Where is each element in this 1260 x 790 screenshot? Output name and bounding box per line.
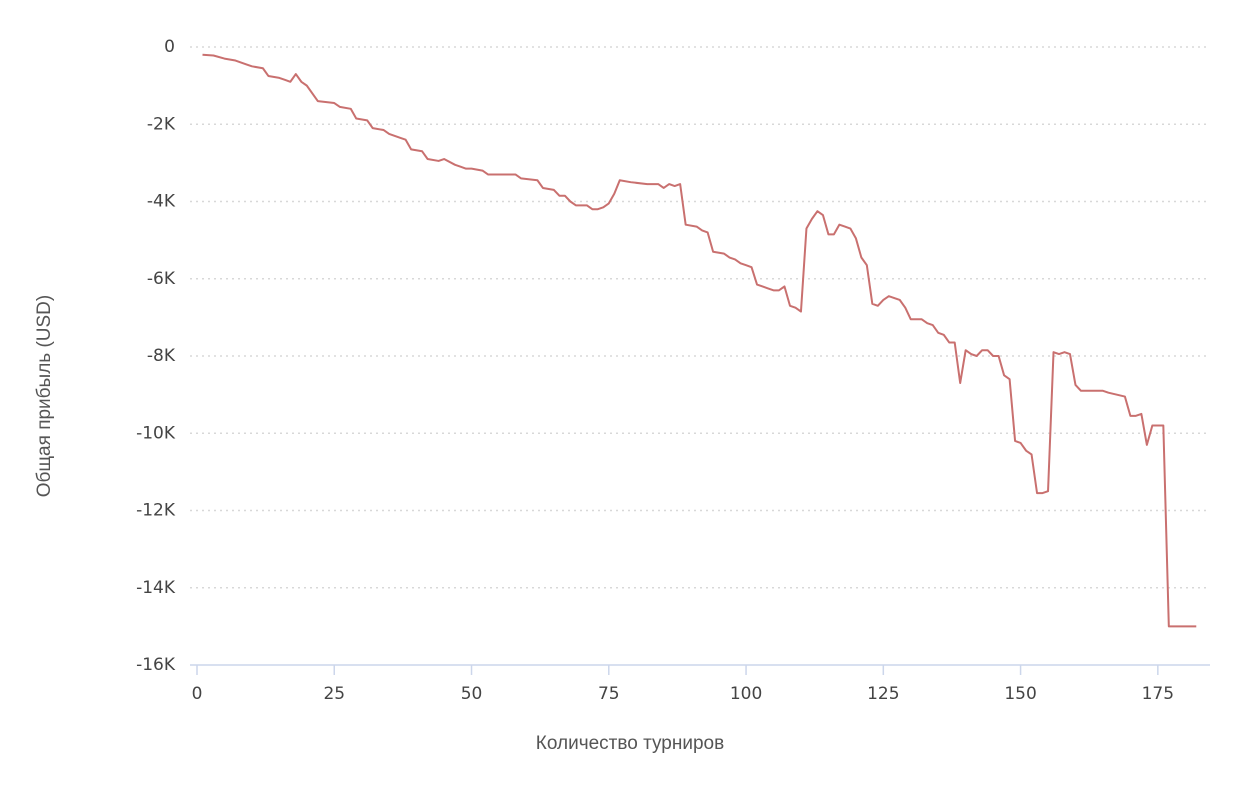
y-tick-label: -10K (136, 423, 176, 443)
x-tick-label: 50 (461, 684, 483, 704)
y-tick-label: -16K (136, 655, 176, 675)
y-tick-label: -4K (147, 192, 176, 212)
data-line (202, 53, 1197, 628)
y-tick-label: -14K (136, 578, 176, 598)
x-tick-label: 0 (192, 684, 203, 704)
y-axis-title: Общая прибыль (USD) (34, 295, 55, 497)
y-tick-label: -2K (147, 114, 176, 134)
y-tick-label: -12K (136, 501, 176, 521)
x-tick-label: 125 (867, 684, 899, 704)
y-tick-label: -6K (147, 269, 176, 289)
x-axis-title: Количество турниров (536, 733, 724, 754)
y-tick-label: -8K (147, 346, 176, 366)
x-tick-label: 25 (323, 684, 345, 704)
x-tick-label: 75 (598, 684, 620, 704)
x-tick-label: 100 (730, 684, 762, 704)
x-tick-label: 150 (1004, 684, 1036, 704)
y-tick-label: 0 (164, 37, 175, 57)
x-tick-label: 175 (1142, 684, 1174, 704)
